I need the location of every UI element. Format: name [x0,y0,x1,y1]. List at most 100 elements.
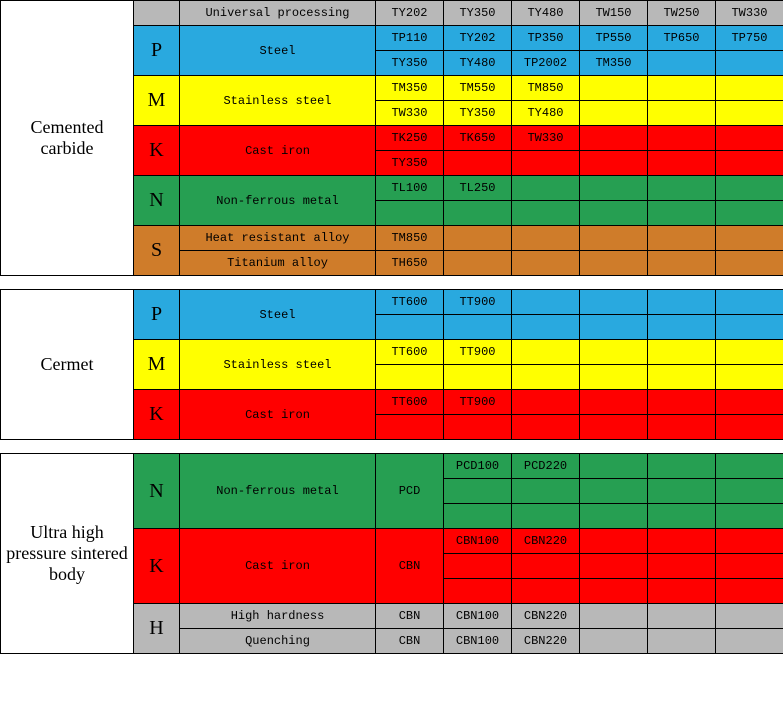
grade-cell: CBN220 [512,529,580,554]
grade-cell: TP350 [512,26,580,51]
grade-cell: TW150 [580,1,648,26]
grade-cell [716,290,783,315]
grade-cell: CBN100 [444,629,512,654]
grade-cell: TT900 [444,390,512,415]
grade-cell [512,226,580,251]
iso-code: H [134,604,180,654]
grade-cell [648,340,716,365]
lead-cell: CBN [376,604,444,629]
grade-cell [716,529,783,554]
grade-cell [580,504,648,529]
material-grade-table: Cemented carbideUniversal processingTY20… [0,0,783,654]
grade-cell [444,504,512,529]
grade-cell [580,151,648,176]
grade-cell [648,390,716,415]
grade-cell: TW330 [376,101,444,126]
grade-cell: TY350 [376,151,444,176]
grade-cell [648,290,716,315]
grade-cell: TP650 [648,26,716,51]
grade-cell [512,176,580,201]
grade-cell [580,126,648,151]
grade-cell: CBN220 [512,604,580,629]
grade-cell [648,629,716,654]
grade-cell [580,390,648,415]
grade-cell [580,365,648,390]
grade-cell [512,340,580,365]
grade-cell [512,365,580,390]
material-label: High hardness [180,604,376,629]
grade-cell [716,365,783,390]
grade-cell: TY480 [512,101,580,126]
material-label: Stainless steel [180,340,376,390]
grade-cell [580,554,648,579]
grade-cell: TP750 [716,26,783,51]
material-label: Titanium alloy [180,251,376,276]
grade-cell: TY480 [444,51,512,76]
grade-cell: TM350 [580,51,648,76]
material-label: Steel [180,290,376,340]
grade-cell [648,415,716,440]
grade-cell: PCD100 [444,454,512,479]
grade-cell [716,629,783,654]
grade-cell: TT600 [376,390,444,415]
grade-cell: TT600 [376,290,444,315]
material-label: Non-ferrous metal [180,454,376,529]
grade-cell [648,315,716,340]
grade-cell: TP110 [376,26,444,51]
grade-cell [648,51,716,76]
grade-cell [512,390,580,415]
grade-cell [648,101,716,126]
grade-cell [444,315,512,340]
material-label: Cast iron [180,390,376,440]
grade-cell: TT900 [444,290,512,315]
grade-cell [648,226,716,251]
material-label: Heat resistant alloy [180,226,376,251]
grade-cell: CBN100 [444,604,512,629]
grade-cell: TP2002 [512,51,580,76]
grade-cell [512,151,580,176]
grade-cell [376,415,444,440]
grade-cell: CBN220 [512,629,580,654]
grade-cell [512,315,580,340]
material-label: Non-ferrous metal [180,176,376,226]
grade-cell [716,390,783,415]
grade-cell [716,176,783,201]
grade-cell [648,529,716,554]
grade-cell [648,504,716,529]
material-label: Cast iron [180,529,376,604]
grade-cell: TY350 [376,51,444,76]
grade-cell: TY202 [444,26,512,51]
grade-cell [580,454,648,479]
grade-cell [648,554,716,579]
grade-cell [512,251,580,276]
material-label: Stainless steel [180,76,376,126]
grade-cell [580,604,648,629]
grade-cell [648,454,716,479]
grade-cell [580,340,648,365]
grade-cell [716,101,783,126]
iso-code: P [134,290,180,340]
grade-cell: TM850 [376,226,444,251]
section-label: Ultra high pressure sintered body [1,454,134,654]
grade-cell [716,76,783,101]
grade-cell [648,365,716,390]
grade-cell [512,579,580,604]
grade-cell: TT900 [444,340,512,365]
iso-code: S [134,226,180,276]
grade-cell [512,415,580,440]
grade-cell [716,151,783,176]
grade-cell [512,479,580,504]
grade-cell [716,201,783,226]
material-label: Steel [180,26,376,76]
grade-cell: TY202 [376,1,444,26]
grade-cell: PCD220 [512,454,580,479]
grade-cell [716,226,783,251]
grade-cell: TY480 [512,1,580,26]
iso-code: K [134,126,180,176]
grade-cell [444,554,512,579]
grade-cell [648,151,716,176]
grade-cell [648,176,716,201]
grade-cell [512,290,580,315]
grade-cell [716,479,783,504]
grade-cell [716,51,783,76]
